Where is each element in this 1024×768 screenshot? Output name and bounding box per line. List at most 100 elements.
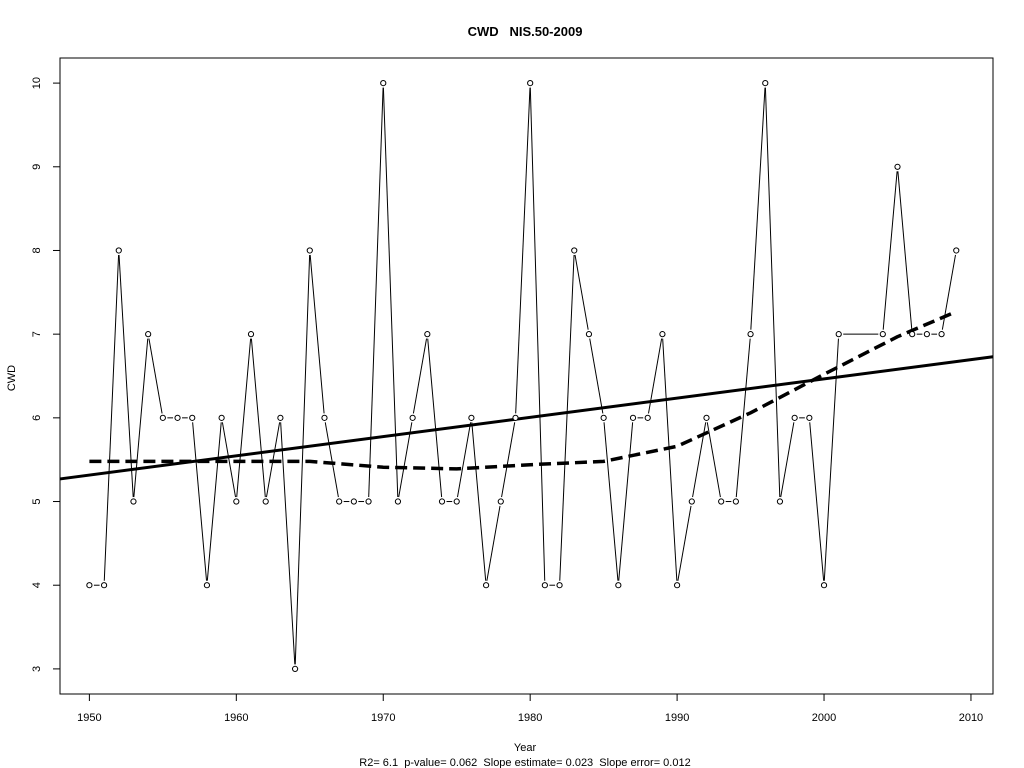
y-tick-label: 10	[31, 77, 43, 89]
data-point	[541, 582, 548, 589]
data-point	[159, 414, 166, 421]
chart-title: CWD NIS.50-2009	[468, 24, 583, 39]
x-tick-label: 1950	[77, 712, 101, 724]
observation-line-segment	[103, 254, 120, 581]
y-tick-label: 3	[31, 666, 43, 672]
data-point	[438, 498, 446, 505]
data-point	[233, 498, 240, 505]
data-point	[732, 498, 739, 505]
observation-line-segment	[309, 254, 325, 414]
data-point	[585, 331, 593, 338]
x-tick-label: 1970	[371, 712, 395, 724]
data-point	[482, 582, 490, 589]
data-point	[497, 498, 504, 505]
observation-line-segment	[501, 422, 516, 498]
observation-line-segment	[471, 422, 487, 581]
observation-line-segment	[456, 422, 472, 498]
data-point	[953, 247, 960, 254]
data-point	[321, 414, 328, 421]
data-point	[350, 498, 357, 505]
smoothed-trend-curve	[89, 309, 957, 471]
observation-line-segment	[706, 422, 721, 498]
data-point	[336, 498, 343, 505]
y-axis-label: CWD	[6, 365, 18, 391]
observation-line-segment	[764, 87, 781, 498]
data-point	[674, 582, 681, 589]
observation-line-segment	[662, 338, 678, 581]
observation-line-segment	[618, 422, 634, 581]
data-point	[100, 582, 108, 589]
data-point	[762, 80, 769, 87]
observation-line-segment	[515, 87, 531, 414]
linear-trend-line	[59, 355, 994, 481]
observation-line-segment	[206, 422, 222, 581]
chart-subtitle-statistics: R2= 6.1 p-value= 0.062 Slope estimate= 0…	[359, 757, 690, 768]
observation-line-segment	[559, 254, 575, 581]
data-point	[747, 331, 754, 338]
observation-line-segment	[192, 422, 208, 581]
observation-line-segment	[324, 422, 339, 498]
observation-line-segment	[780, 422, 795, 498]
x-tick-label: 2000	[812, 712, 836, 724]
observation-line-segment	[897, 171, 913, 330]
data-point	[791, 414, 798, 421]
data-point	[130, 498, 137, 505]
data-point	[291, 665, 299, 672]
data-point	[262, 498, 269, 505]
data-point	[247, 331, 255, 338]
y-tick-label: 8	[31, 247, 43, 253]
data-point	[776, 498, 784, 505]
data-point	[644, 414, 651, 421]
y-tick-label: 7	[31, 331, 43, 337]
data-point	[306, 247, 313, 254]
observation-line-segment	[589, 338, 604, 414]
data-point	[86, 582, 93, 589]
observation-line-segment	[280, 422, 296, 665]
x-axis-label: Year	[514, 742, 537, 754]
observation-line-segment	[368, 87, 384, 498]
observation-line-segment	[882, 171, 898, 330]
data-point	[718, 498, 725, 505]
observation-line-segment	[148, 338, 163, 414]
data-point	[145, 331, 152, 338]
data-point	[380, 80, 387, 87]
data-point	[174, 414, 181, 421]
observation-line-segment	[574, 254, 589, 330]
observation-line-segment	[118, 254, 134, 498]
observation-line-segment	[294, 254, 311, 665]
data-point	[394, 498, 402, 505]
data-point	[600, 414, 607, 421]
observation-line-segment	[486, 505, 501, 581]
data-point	[512, 414, 519, 421]
data-point	[468, 414, 475, 421]
data-point	[688, 498, 695, 505]
data-point	[923, 331, 930, 338]
data-point	[365, 498, 372, 505]
x-tick-label: 1980	[518, 712, 542, 724]
data-point	[806, 414, 813, 421]
data-point	[203, 582, 211, 589]
y-tick-label: 9	[31, 164, 43, 170]
data-point	[453, 498, 460, 505]
observation-line-segment	[823, 338, 839, 581]
observation-line-segment	[133, 338, 149, 498]
data-point	[703, 414, 710, 421]
observation-line-segment	[750, 87, 766, 330]
x-tick-label: 1990	[665, 712, 689, 724]
data-point	[894, 163, 901, 170]
observation-line-segment	[735, 338, 751, 498]
data-point	[879, 331, 886, 338]
data-point	[115, 247, 122, 254]
observation-line-segment	[427, 338, 443, 498]
observation-line-segment	[809, 422, 825, 581]
y-tick-label: 6	[31, 415, 43, 421]
observation-line-segment	[603, 422, 619, 581]
observation-line-segment	[236, 338, 252, 498]
data-point	[835, 331, 842, 338]
data-point	[189, 414, 196, 421]
observation-line-segment	[250, 338, 266, 498]
data-point	[556, 582, 563, 589]
data-point	[409, 414, 416, 421]
data-point	[615, 582, 622, 589]
